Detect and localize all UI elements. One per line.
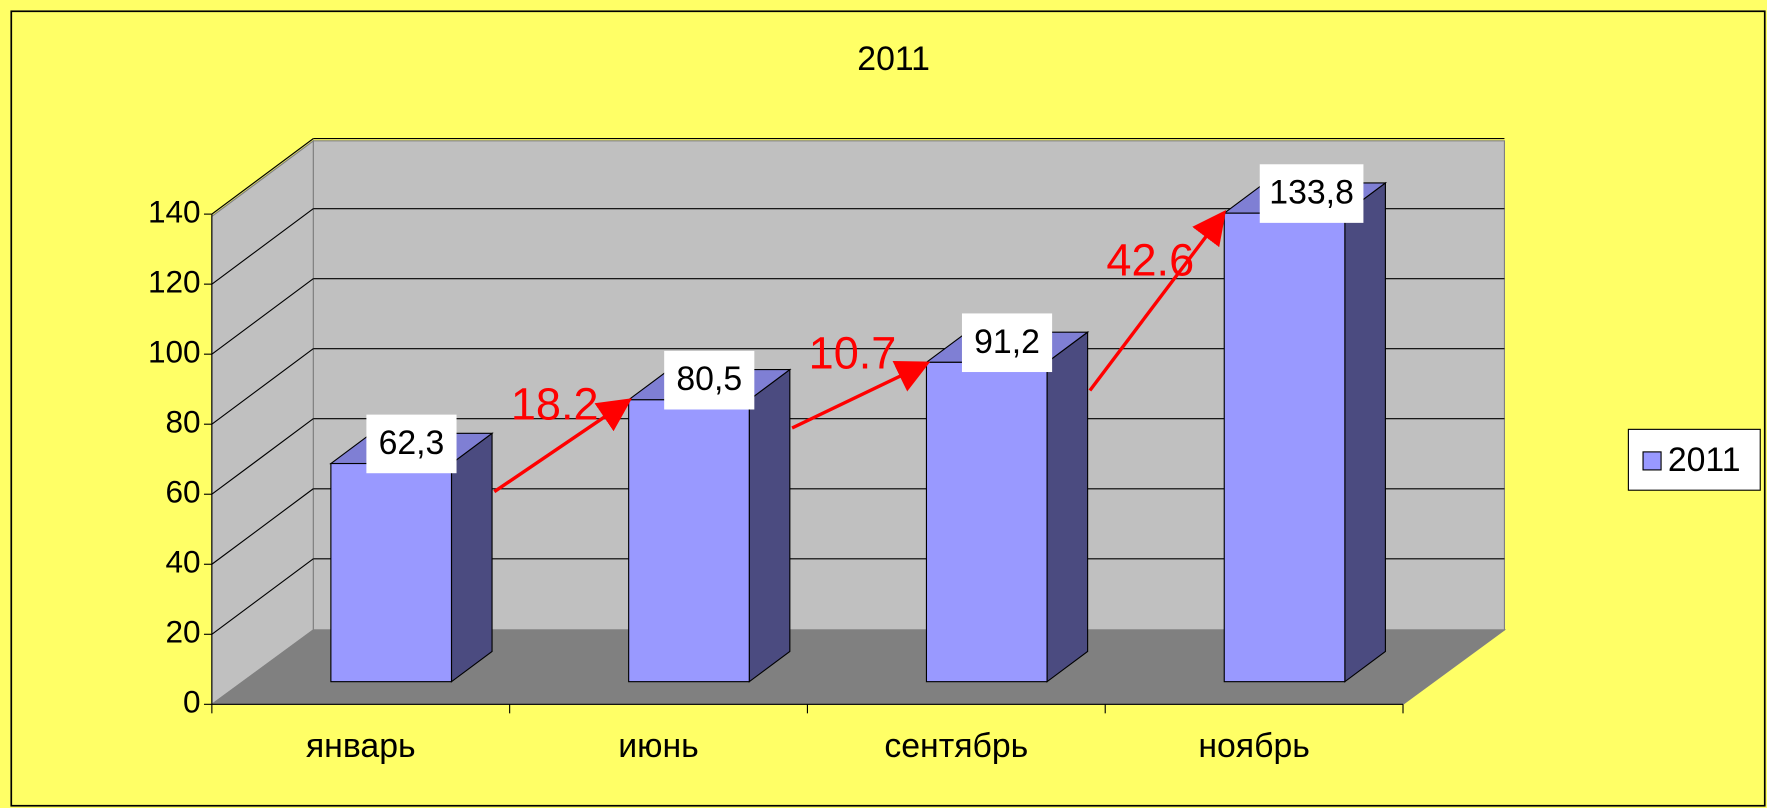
annotation: 10.7 [809, 328, 897, 379]
value-label: 91,2 [974, 323, 1040, 361]
y-tick-label: 60 [165, 474, 200, 510]
grid-line [211, 558, 314, 635]
y-tick-label: 80 [165, 404, 200, 440]
grid-line [211, 348, 314, 425]
annotation-arrow [791, 361, 931, 430]
chart-title: 2011 [857, 40, 930, 78]
value-label: 80,5 [676, 360, 742, 398]
bar-side [1046, 331, 1089, 683]
y-tick-label: 140 [148, 193, 201, 229]
grid-line [211, 278, 314, 355]
annotation: 42.6 [1106, 234, 1194, 285]
legend-swatch [1642, 451, 1662, 471]
bar [925, 361, 1048, 683]
side-wall [211, 139, 314, 706]
x-tick-label: сентябрь [884, 727, 1028, 765]
bar-side [1344, 181, 1386, 683]
bar [628, 399, 750, 683]
x-tick-label: июнь [618, 727, 699, 765]
value-label-box [961, 313, 1053, 373]
value-label: 133,8 [1269, 174, 1354, 212]
y-tick-label: 40 [165, 544, 200, 580]
annotation-arrow [1088, 210, 1227, 392]
bar-side [450, 432, 493, 683]
y-tick-label: 100 [148, 334, 201, 370]
bar [330, 462, 453, 683]
annotation: 18.2 [511, 378, 599, 429]
grid-line [211, 488, 314, 565]
value-label-box [1259, 164, 1364, 223]
annotation-arrow [493, 398, 633, 494]
grid-line [211, 418, 314, 495]
bar-side [748, 368, 791, 683]
x-tick-label: январь [306, 727, 416, 765]
y-tick-label: 20 [165, 614, 200, 650]
y-tick-label: 120 [148, 263, 201, 299]
grid-line [211, 138, 314, 215]
bar [1223, 212, 1346, 683]
value-label-box [366, 414, 457, 474]
x-tick-label: ноябрь [1198, 727, 1310, 765]
legend-label: 2011 [1668, 441, 1741, 479]
y-tick-label: 0 [183, 684, 201, 720]
grid-line [211, 208, 314, 285]
value-label-box [664, 350, 755, 410]
value-label: 62,3 [379, 424, 445, 462]
